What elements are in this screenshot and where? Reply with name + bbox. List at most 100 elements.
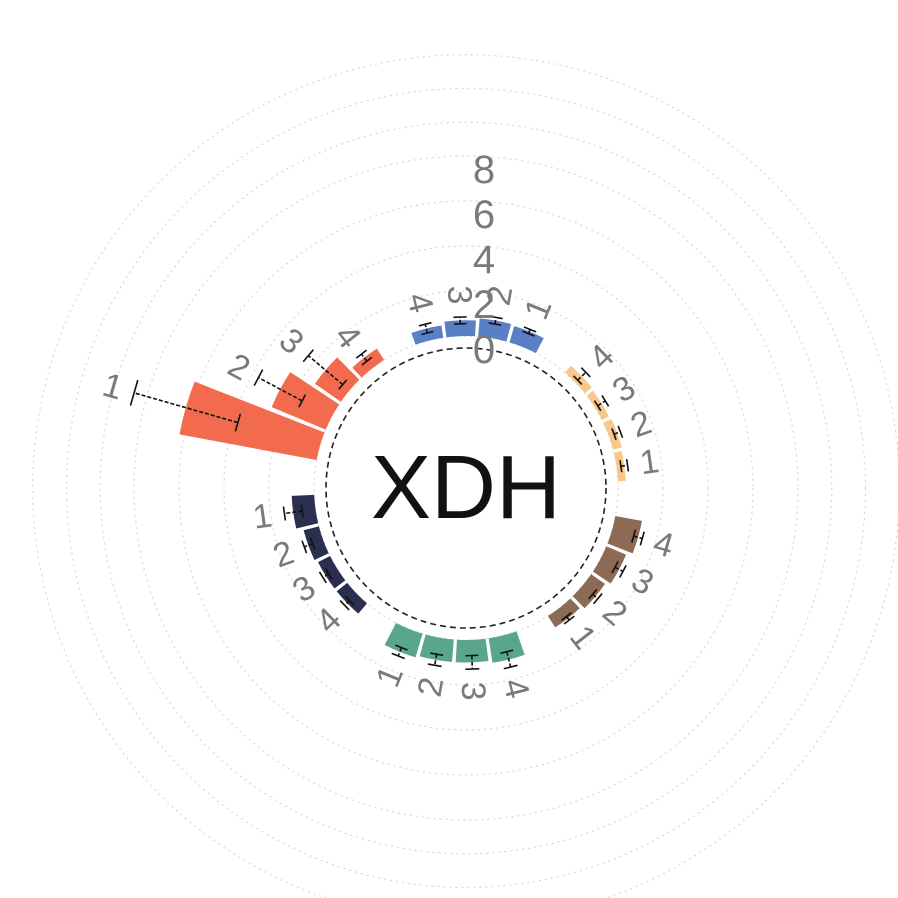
- grid-ring: [65, 87, 867, 889]
- error-cap: [129, 379, 139, 406]
- bar: [291, 494, 319, 529]
- error-bar: [506, 651, 512, 668]
- radial-tick-label: 2: [473, 283, 495, 327]
- bar: [488, 631, 525, 663]
- error-cap: [355, 349, 368, 359]
- error-cap: [338, 379, 348, 390]
- bar: [478, 318, 512, 342]
- error-cap: [500, 649, 514, 655]
- bar: [607, 515, 642, 554]
- error-bar: [343, 600, 350, 606]
- radial-tick-label: 4: [473, 238, 495, 282]
- error-cap: [395, 644, 408, 651]
- bar: [509, 326, 544, 354]
- center-label: XDH: [371, 438, 561, 538]
- error-cap: [572, 375, 583, 385]
- error-bar: [133, 391, 238, 424]
- error-bar: [433, 654, 438, 666]
- bar: [336, 582, 368, 614]
- error-cap: [489, 315, 503, 320]
- bar-category-label: 2: [268, 533, 299, 575]
- bar: [572, 574, 606, 609]
- error-cap: [611, 428, 617, 441]
- bar-category-label: 3: [440, 285, 479, 305]
- bar-category-label: 3: [625, 561, 660, 603]
- error-cap: [344, 595, 355, 606]
- bar: [384, 622, 423, 658]
- bar: [411, 325, 444, 345]
- bar: [303, 526, 329, 560]
- error-cap: [611, 561, 619, 574]
- error-cap: [298, 394, 307, 408]
- bar: [603, 418, 622, 450]
- error-cap: [234, 413, 242, 432]
- error-bar: [303, 543, 313, 548]
- error-cap: [593, 400, 602, 412]
- error-cap: [318, 571, 328, 584]
- error-cap: [617, 425, 624, 439]
- error-cap: [427, 663, 442, 668]
- error-cap: [421, 330, 434, 336]
- grid-ring: [223, 245, 709, 731]
- error-bar: [494, 317, 497, 325]
- bar-category-label: 2: [411, 674, 452, 699]
- error-cap: [619, 460, 623, 473]
- bar-category-label: 4: [649, 524, 678, 566]
- grid-ring: [178, 200, 754, 776]
- bar-category-label: 2: [626, 403, 657, 445]
- error-cap: [639, 531, 645, 546]
- error-cap: [631, 529, 637, 543]
- error-cap: [361, 356, 373, 366]
- error-cap: [282, 506, 287, 521]
- error-cap: [301, 540, 308, 554]
- bar-category-label: 1: [562, 618, 604, 656]
- error-bar: [397, 647, 403, 657]
- error-cap: [522, 330, 535, 337]
- grid-ring: [268, 290, 664, 686]
- error-cap: [253, 369, 264, 386]
- bar-category-label: 1: [637, 442, 661, 482]
- grid-ring: [99, 121, 833, 855]
- grid-ring: [133, 155, 799, 821]
- bar-category-label: 1: [369, 661, 411, 693]
- error-cap: [302, 349, 315, 363]
- error-cap: [523, 326, 537, 333]
- error-bar: [613, 431, 621, 435]
- radial-tick-label: 0: [473, 328, 495, 372]
- bar: [318, 556, 346, 589]
- bar-category-label: 3: [454, 681, 493, 701]
- error-bar: [620, 464, 628, 468]
- error-bar: [597, 400, 606, 407]
- error-cap: [625, 458, 630, 472]
- grid-layer: [32, 54, 898, 898]
- error-cap: [300, 504, 304, 518]
- bar: [271, 372, 340, 430]
- error-cap: [592, 593, 603, 605]
- bar-layer: [179, 318, 642, 663]
- error-bar: [592, 593, 599, 600]
- error-cap: [391, 652, 405, 660]
- bar-category-label: 4: [399, 289, 440, 317]
- error-cap: [580, 367, 591, 378]
- bar: [352, 348, 385, 378]
- error-bar: [257, 376, 303, 402]
- bar: [613, 450, 626, 482]
- error-cap: [418, 321, 432, 327]
- bar: [547, 598, 580, 628]
- bar: [179, 381, 325, 461]
- bar-category-label: 2: [595, 592, 634, 633]
- bar-category-label: 1: [98, 366, 127, 408]
- error-cap: [503, 664, 518, 670]
- error-bar: [322, 573, 329, 579]
- bar: [592, 546, 627, 584]
- radial-tick-label: 6: [473, 193, 495, 237]
- bar-category-label: 1: [517, 293, 559, 325]
- errorbar-layer: [129, 315, 645, 671]
- error-cap: [587, 588, 598, 600]
- bar-category-label: 3: [272, 321, 311, 362]
- error-bar: [307, 354, 344, 386]
- error-cap: [601, 395, 610, 407]
- error-cap: [309, 537, 316, 550]
- error-cap: [619, 565, 627, 578]
